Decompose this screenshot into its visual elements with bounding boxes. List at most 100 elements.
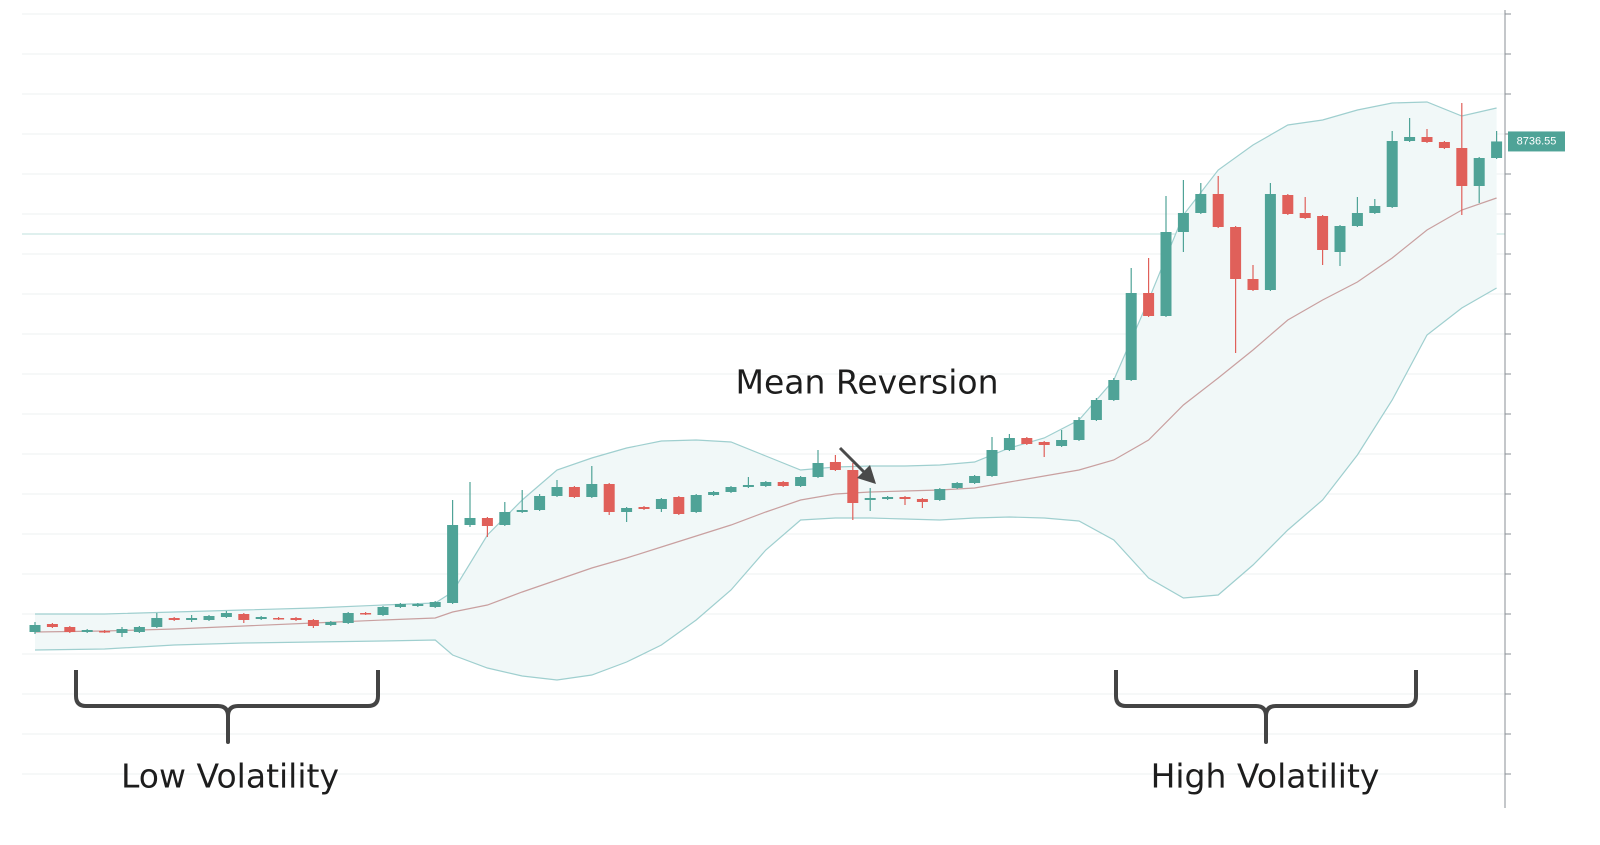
candle-body	[1421, 137, 1433, 142]
candle-body	[1351, 213, 1363, 226]
candle-body	[1317, 216, 1329, 250]
annotation: Low Volatility	[121, 757, 339, 796]
arrow-shaft	[838, 446, 868, 476]
candle-body	[1056, 440, 1068, 446]
annotation: Mean Reversion	[735, 363, 998, 402]
candle-body	[1160, 232, 1172, 316]
brace	[1114, 670, 1418, 744]
price-label-text: 8736.55	[1517, 135, 1557, 147]
candle-body	[934, 489, 946, 500]
candle-body	[603, 484, 615, 512]
candle-body	[1177, 213, 1189, 232]
candle-body	[1230, 227, 1242, 279]
candle-body	[464, 518, 476, 525]
candle-body	[708, 492, 720, 495]
candle-body	[1438, 142, 1450, 148]
candle-body	[238, 614, 250, 620]
candle-body	[133, 627, 145, 632]
candle-body	[534, 496, 546, 510]
candle-body	[447, 525, 459, 603]
candle-body	[655, 499, 667, 509]
candle-body	[360, 613, 372, 615]
candle-body	[621, 508, 633, 512]
candle-body	[273, 618, 285, 620]
candle-body	[99, 631, 111, 633]
candle-body	[864, 498, 876, 500]
price-label-box	[1508, 131, 1565, 152]
candle-body	[81, 630, 93, 632]
candle-body	[307, 620, 319, 626]
candle-body	[1491, 141, 1503, 158]
candle-body	[186, 618, 198, 620]
candle-body	[795, 477, 807, 486]
candle-body	[1073, 420, 1085, 440]
candle-body	[725, 487, 737, 492]
candle-body	[638, 507, 650, 509]
candle-body	[986, 450, 998, 476]
candle-body	[342, 613, 354, 623]
candle-body	[64, 627, 76, 632]
candle-body	[116, 629, 128, 633]
candle-body	[1264, 194, 1276, 290]
candle-body	[568, 487, 580, 497]
candle-body	[151, 618, 163, 627]
candle-body	[412, 604, 424, 606]
band-fill	[35, 102, 1497, 680]
candle-body	[1334, 226, 1346, 252]
arrow-head	[857, 465, 876, 484]
candle-body	[1090, 400, 1102, 420]
candle-body	[377, 607, 389, 615]
candle-body	[1003, 438, 1015, 450]
candle-body	[586, 484, 598, 497]
candle-body	[290, 618, 302, 620]
candle-body	[1195, 194, 1207, 213]
candle-body	[220, 613, 232, 617]
candle-body	[1282, 195, 1294, 214]
candle-body	[899, 497, 911, 499]
candle-body	[429, 602, 441, 607]
candle-body	[325, 622, 337, 625]
candle-body	[690, 495, 702, 512]
candle-body	[168, 618, 180, 620]
candle-body	[1386, 141, 1398, 207]
candle-body	[1212, 194, 1224, 227]
candle-body	[1404, 137, 1416, 141]
candle-body	[1108, 380, 1120, 400]
candle-body	[1299, 213, 1311, 218]
candle-body	[255, 617, 267, 619]
candle-body	[29, 625, 41, 632]
candle-body	[829, 462, 841, 470]
brace	[74, 670, 380, 744]
candle-body	[742, 485, 754, 487]
candle-body	[1456, 148, 1468, 186]
candle-body	[882, 497, 894, 499]
candle-body	[1038, 442, 1050, 445]
candle-body	[499, 512, 511, 525]
candle-body	[481, 518, 493, 526]
candle-body	[777, 482, 789, 486]
candle-body	[516, 510, 528, 512]
candle-body	[673, 497, 685, 514]
annotation: High Volatility	[1151, 757, 1380, 796]
candle-body	[1369, 206, 1381, 213]
y-axis-ticks	[1505, 13, 1511, 775]
candles	[29, 103, 1503, 637]
candle-body	[46, 624, 58, 627]
candle-body	[203, 616, 215, 620]
candle-body	[1125, 293, 1137, 380]
candle-body	[969, 476, 981, 483]
candle-body	[1021, 438, 1033, 444]
candle-body	[760, 482, 772, 486]
candle-body	[951, 483, 963, 488]
candle-body	[551, 487, 563, 496]
candle-body	[916, 499, 928, 502]
candle-body	[1143, 293, 1155, 316]
candle-body	[1247, 279, 1259, 290]
candle-body	[394, 604, 406, 607]
candle-body	[847, 470, 859, 503]
price-label: 8736.55	[1508, 131, 1565, 152]
candle-body	[812, 463, 824, 477]
candle-body	[1473, 158, 1485, 186]
